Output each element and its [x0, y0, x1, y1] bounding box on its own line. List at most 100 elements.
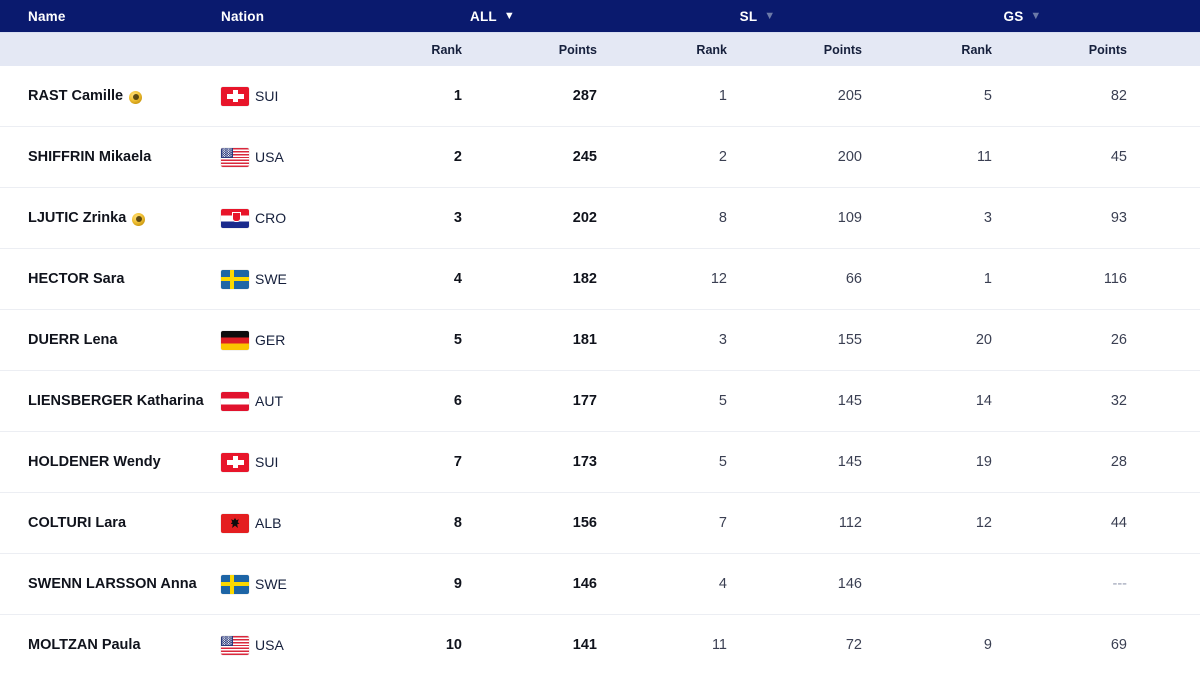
nation-code: SUI [255, 88, 279, 104]
cell-gs-rank: 11 [890, 148, 1010, 166]
subheader-sl-rank-label: Rank [696, 42, 727, 57]
cell-gs-points: --- [1010, 575, 1155, 593]
flag-icon-sui [221, 86, 249, 106]
cell-all-rank: 3 [360, 209, 480, 227]
value-sl-points: 205 [837, 88, 862, 104]
discipline-header-sl[interactable]: SL ▼ [625, 8, 890, 26]
nation-cell: AUT [221, 391, 360, 411]
value-all-points: 173 [572, 454, 597, 470]
column-header-nation[interactable]: Nation [215, 8, 360, 26]
value-sl-rank: 8 [718, 210, 727, 226]
athlete-name: MOLTZAN Paula [28, 637, 141, 653]
nation-code: CRO [255, 210, 287, 226]
nation-code: GER [255, 332, 286, 348]
cell-name: HOLDENER Wendy [0, 453, 215, 471]
value-sl-rank: 3 [718, 332, 727, 348]
column-header-name-label: Name [28, 8, 66, 24]
table-row[interactable]: RAST Camille SUI 1 287 1 205 5 82 [0, 66, 1200, 127]
nation-code: USA [255, 149, 284, 165]
cell-sl-rank: 3 [625, 331, 745, 349]
value-sl-points: 200 [837, 149, 862, 165]
cell-nation: GER [215, 330, 360, 350]
cell-all-rank: 5 [360, 331, 480, 349]
flag-icon-swe [221, 269, 249, 289]
subheader-all-rank-label: Rank [431, 42, 462, 57]
cell-gs-points: 28 [1010, 453, 1155, 471]
value-all-points: 202 [572, 210, 597, 226]
value-all-points: 245 [572, 149, 597, 165]
table-row[interactable]: MOLTZAN Paula USA 10 141 11 72 9 69 [0, 615, 1200, 675]
value-all-points: 182 [572, 271, 597, 287]
cell-all-rank: 6 [360, 392, 480, 410]
flag-icon-sui [221, 452, 249, 472]
subheader-all-rank[interactable]: Rank [360, 41, 480, 59]
cell-sl-points: 109 [745, 209, 890, 227]
cell-name: DUERR Lena [0, 331, 215, 349]
cell-all-rank: 8 [360, 514, 480, 532]
value-all-rank: 5 [453, 332, 462, 348]
cell-sl-points: 205 [745, 87, 890, 105]
athlete-name: COLTURI Lara [28, 515, 126, 531]
cell-name: COLTURI Lara [0, 514, 215, 532]
value-all-rank: 6 [453, 393, 462, 409]
value-all-points: 287 [572, 88, 597, 104]
table-row[interactable]: DUERR Lena GER 5 181 3 155 20 26 [0, 310, 1200, 371]
table-header-disciplines: Name Nation ALL ▼ SL ▼ GS ▼ [0, 0, 1200, 33]
value-gs-points: 26 [1110, 332, 1127, 348]
nation-cell: USA [221, 147, 360, 167]
subheader-all-points[interactable]: Points [480, 41, 625, 59]
column-header-name[interactable]: Name [0, 8, 215, 26]
cell-sl-points: 145 [745, 392, 890, 410]
cell-gs-points: 45 [1010, 148, 1155, 166]
value-sl-rank: 5 [718, 454, 727, 470]
cell-sl-rank: 12 [625, 270, 745, 288]
cell-all-rank: 9 [360, 575, 480, 593]
sort-descending-icon-all[interactable]: ▼ [503, 9, 515, 22]
subheader-gs-points[interactable]: Points [1010, 41, 1155, 59]
value-gs-rank: 19 [975, 454, 992, 470]
table-subheader: Rank Points Rank Points Rank Points [0, 33, 1200, 66]
subheader-sl-points-label: Points [823, 42, 862, 57]
cell-nation: USA [215, 147, 360, 167]
value-gs-points: --- [1112, 576, 1128, 592]
value-sl-rank: 11 [711, 637, 727, 653]
table-row[interactable]: COLTURI Lara ALB 8 156 7 112 12 44 [0, 493, 1200, 554]
value-gs-points: 45 [1110, 149, 1127, 165]
value-all-rank: 3 [453, 210, 462, 226]
table-body: RAST Camille SUI 1 2 8 7 1 205 5 8 2 SHIFFRIN Mikae… [0, 66, 1200, 675]
value-all-rank: 2 [453, 149, 462, 165]
discipline-code-gs: GS [1003, 8, 1024, 24]
athlete-name-text: SHIFFRIN Mikaela [28, 149, 152, 165]
value-gs-rank: 3 [983, 210, 992, 226]
athlete-name: HECTOR Sara [28, 271, 124, 287]
subheader-gs-rank[interactable]: Rank [890, 41, 1010, 59]
table-row[interactable]: SWENN LARSSON Anna SWE 9 146 4 146 --- [0, 554, 1200, 615]
athlete-name-text: HOLDENER Wendy [28, 454, 161, 470]
cell-all-rank: 1 [360, 87, 480, 105]
nation-cell: GER [221, 330, 360, 350]
cell-name: SWENN LARSSON Anna [0, 575, 215, 593]
value-all-points: 177 [572, 393, 597, 409]
cell-name: LJUTIC Zrinka [0, 209, 215, 227]
value-all-points: 141 [572, 637, 597, 653]
cell-all-rank: 7 [360, 453, 480, 471]
table-row[interactable]: HECTOR Sara SWE 4 182 12 66 1 116 [0, 249, 1200, 310]
table-row[interactable]: HOLDENER Wendy SUI 7 173 5 145 19 28 [0, 432, 1200, 493]
cell-gs-points: 26 [1010, 331, 1155, 349]
value-all-rank: 4 [453, 271, 462, 287]
sort-descending-icon-sl[interactable]: ▼ [764, 9, 776, 22]
value-gs-points: 69 [1110, 637, 1127, 653]
sort-descending-icon-gs[interactable]: ▼ [1030, 9, 1042, 22]
discipline-header-sl-label: SL ▼ [740, 9, 776, 24]
table-row[interactable]: SHIFFRIN Mikaela USA 2 245 2 200 11 45 [0, 127, 1200, 188]
subheader-gs-rank-label: Rank [961, 42, 992, 57]
table-row[interactable]: LIENSBERGER Katharina AUT 6 177 5 145 14 32 [0, 371, 1200, 432]
athlete-name: RAST Camille [28, 88, 143, 104]
subheader-sl-points[interactable]: Points [745, 41, 890, 59]
athlete-name: LJUTIC Zrinka [28, 210, 146, 226]
discipline-header-all[interactable]: ALL ▼ [360, 8, 625, 26]
table-row[interactable]: LJUTIC Zrinka CRO 3 202 8 109 3 93 [0, 188, 1200, 249]
cell-all-rank: 10 [360, 636, 480, 654]
subheader-sl-rank[interactable]: Rank [625, 41, 745, 59]
discipline-header-gs[interactable]: GS ▼ [890, 8, 1155, 26]
